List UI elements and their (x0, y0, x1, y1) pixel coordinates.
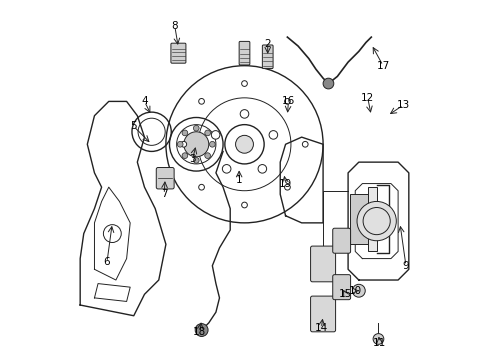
Circle shape (268, 131, 277, 139)
Circle shape (193, 125, 199, 131)
Circle shape (204, 130, 210, 136)
Circle shape (323, 78, 333, 89)
Circle shape (209, 141, 215, 147)
Text: 2: 2 (264, 39, 270, 49)
FancyBboxPatch shape (332, 275, 350, 300)
FancyBboxPatch shape (367, 187, 376, 251)
Text: 16: 16 (281, 96, 294, 107)
FancyBboxPatch shape (332, 228, 350, 253)
Circle shape (352, 284, 365, 297)
Circle shape (241, 81, 247, 86)
FancyBboxPatch shape (239, 41, 249, 65)
Circle shape (372, 334, 383, 344)
Circle shape (302, 141, 307, 147)
Text: 18: 18 (193, 327, 206, 337)
Circle shape (211, 131, 220, 139)
Circle shape (222, 165, 230, 173)
Circle shape (181, 141, 186, 147)
Circle shape (182, 153, 187, 158)
Circle shape (183, 132, 208, 157)
Circle shape (198, 99, 204, 104)
Circle shape (204, 153, 210, 158)
Text: 6: 6 (103, 257, 110, 267)
Circle shape (195, 324, 207, 337)
Circle shape (241, 202, 247, 208)
Circle shape (258, 165, 266, 173)
FancyBboxPatch shape (310, 296, 335, 332)
FancyBboxPatch shape (349, 194, 367, 244)
Circle shape (284, 184, 290, 190)
Circle shape (177, 141, 183, 147)
Circle shape (240, 110, 248, 118)
Text: 4: 4 (141, 96, 147, 107)
Text: 13: 13 (396, 100, 409, 110)
Text: 10: 10 (348, 286, 361, 296)
FancyBboxPatch shape (171, 43, 185, 63)
Text: 17: 17 (376, 61, 389, 71)
Text: 7: 7 (161, 189, 167, 199)
Circle shape (235, 135, 253, 153)
FancyBboxPatch shape (156, 167, 174, 189)
Text: 8: 8 (171, 21, 178, 31)
Text: 12: 12 (360, 93, 374, 103)
Circle shape (284, 99, 290, 104)
Text: 1: 1 (235, 175, 242, 185)
Circle shape (182, 130, 187, 136)
FancyBboxPatch shape (262, 45, 272, 68)
Text: 14: 14 (314, 323, 327, 333)
Circle shape (198, 184, 204, 190)
Text: 9: 9 (402, 261, 408, 271)
Text: 15: 15 (338, 289, 351, 299)
Text: 5: 5 (130, 121, 137, 131)
FancyBboxPatch shape (310, 246, 335, 282)
Text: 19: 19 (278, 179, 292, 189)
Circle shape (193, 157, 199, 163)
Circle shape (103, 225, 121, 243)
Text: 3: 3 (189, 154, 196, 163)
Text: 11: 11 (372, 338, 386, 347)
Circle shape (356, 202, 395, 241)
